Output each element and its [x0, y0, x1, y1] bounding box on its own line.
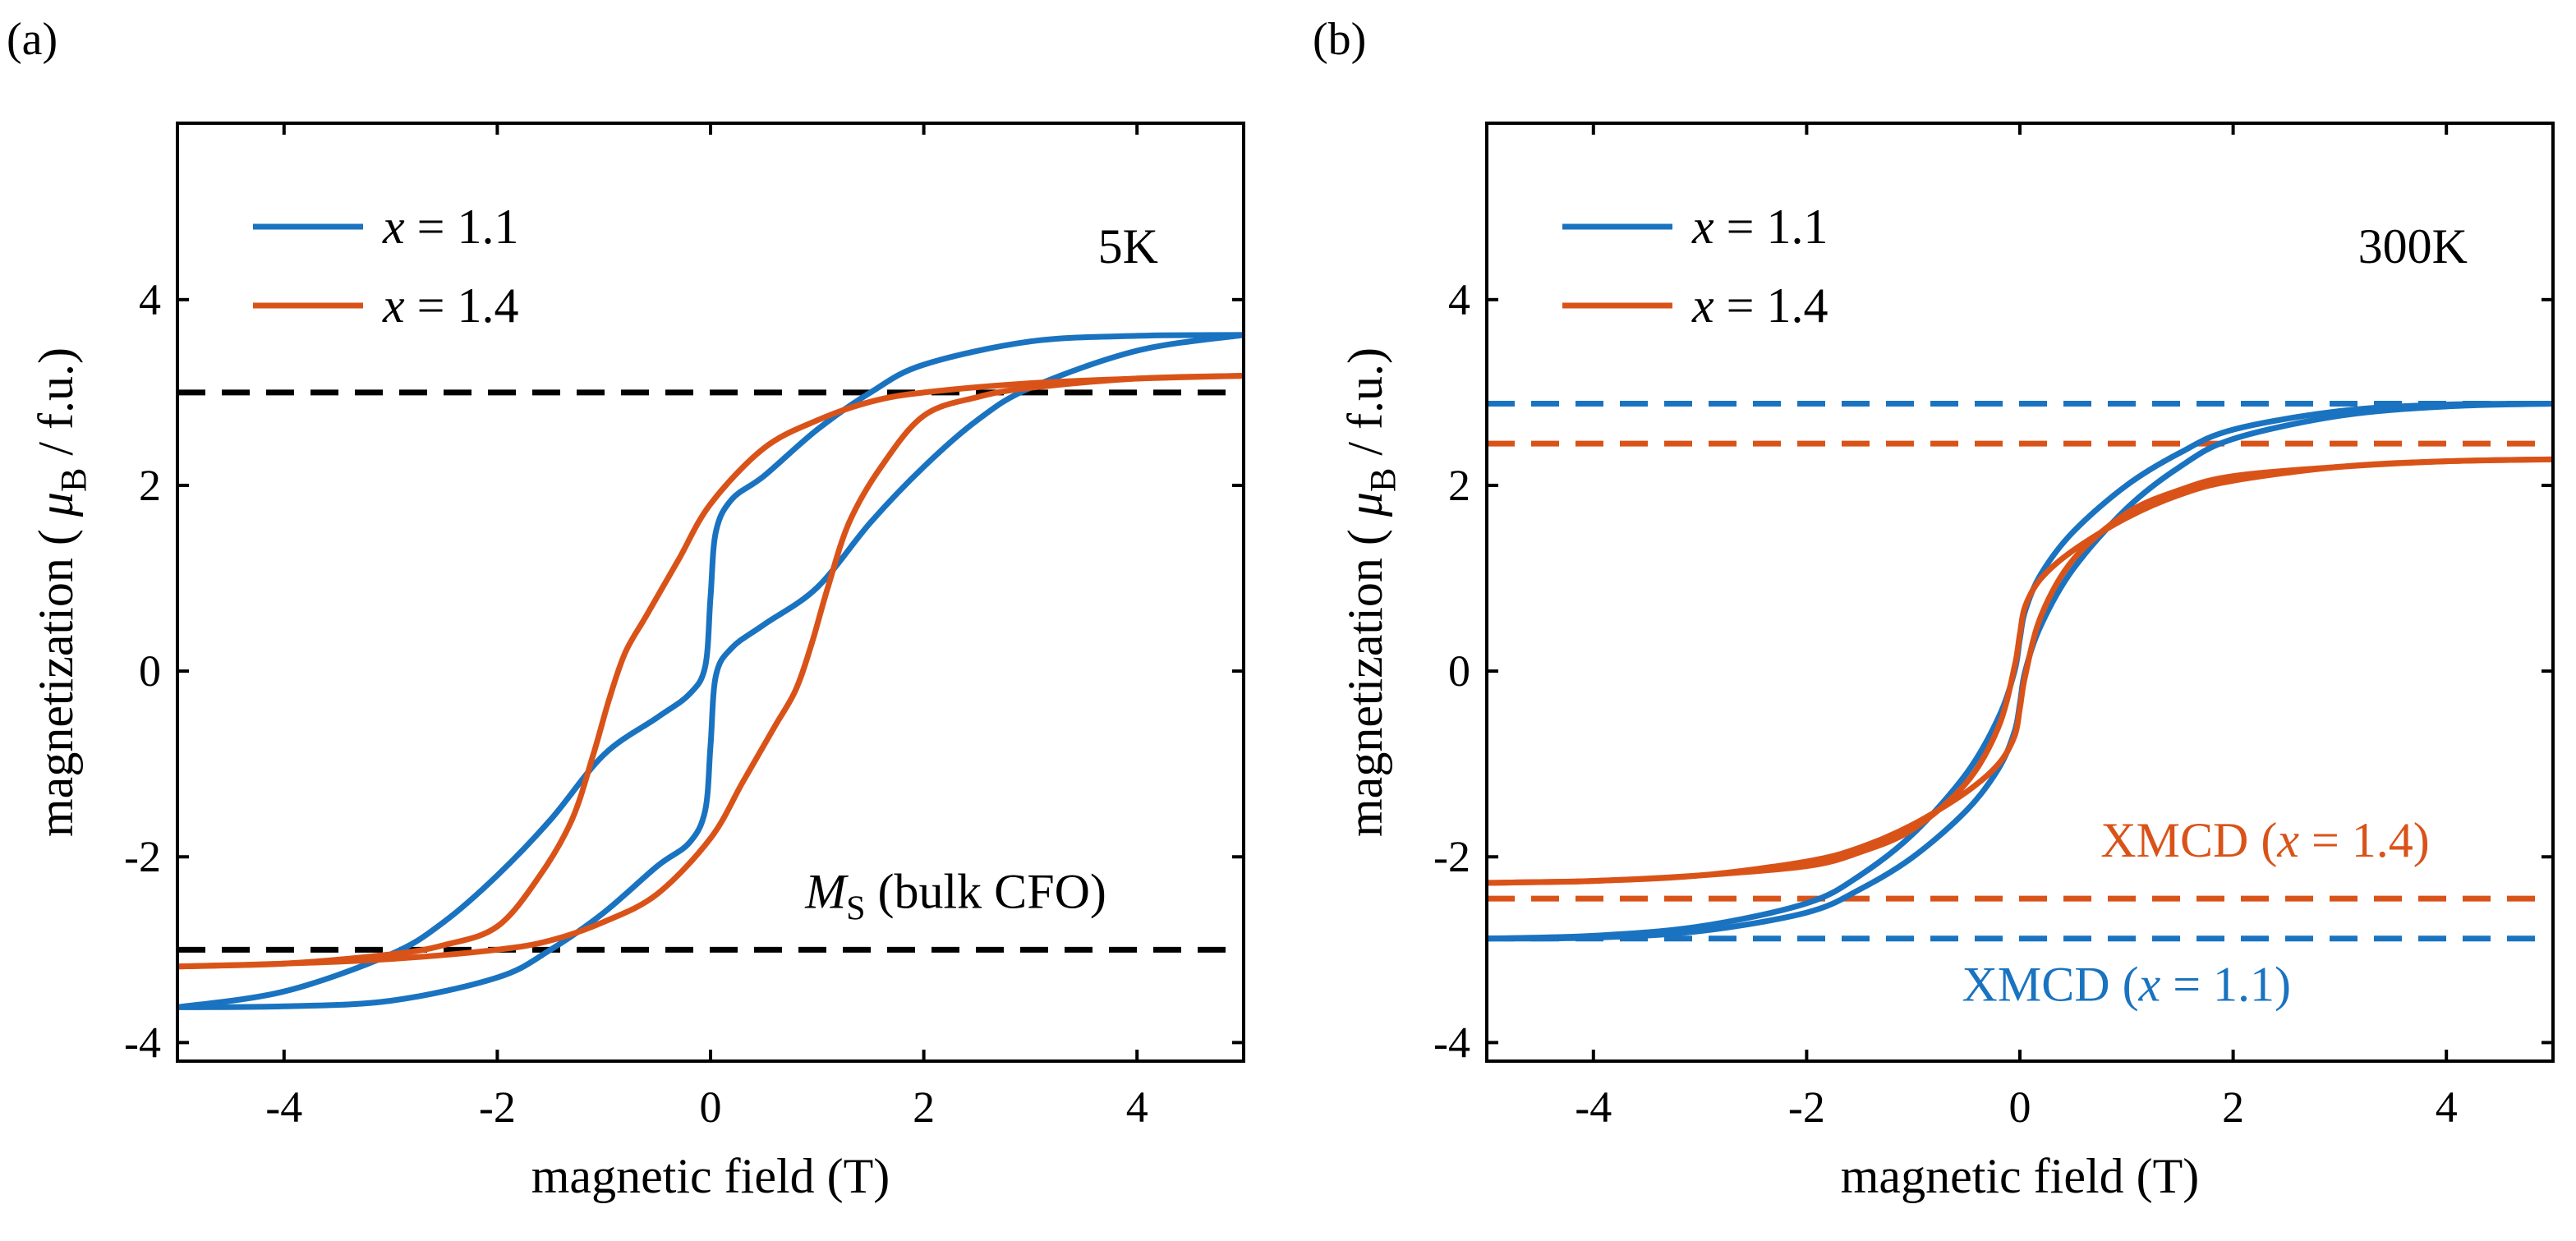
y-tick-label: 2: [139, 461, 161, 510]
x-tick-label: -4: [1575, 1082, 1612, 1132]
x-axis-label: magnetic field (T): [1841, 1149, 2199, 1203]
x-tick-label: 2: [2222, 1082, 2244, 1132]
series-line: [177, 332, 1244, 1010]
y-axis-label: magnetization ( μB / f.u.): [1338, 347, 1403, 837]
x-tick-label: -2: [479, 1082, 516, 1132]
xmcd-annotation: XMCD (x = 1.1): [1962, 958, 2291, 1012]
legend-label: x = 1.4: [382, 278, 518, 333]
x-axis-label: magnetic field (T): [531, 1149, 890, 1203]
x-tick-label: 0: [700, 1082, 722, 1132]
panel-b-label: (b): [1313, 14, 1366, 65]
x-tick-label: 4: [2436, 1082, 2458, 1132]
panel-b: -4 -2 0 2 4 -4 -2 0 2 4 magnetic field (T) magnetiz…: [1338, 122, 2555, 1203]
y-tick-label: -4: [1433, 1018, 1470, 1067]
y-tick-label: -2: [1433, 832, 1470, 881]
y-tick-label: 4: [1448, 275, 1470, 324]
y-tick-label: -4: [124, 1018, 161, 1067]
x-tick-label: 4: [1126, 1082, 1148, 1132]
temperature-label: 300K: [2358, 219, 2468, 273]
series-line: [177, 373, 1244, 970]
x-tick-label: -4: [265, 1082, 302, 1132]
legend-label: x = 1.4: [1691, 278, 1828, 333]
panel-a-label: (a): [7, 14, 58, 65]
y-tick-label: 4: [139, 275, 161, 324]
y-tick-label: 2: [1448, 461, 1470, 510]
panel-a: -4 -2 0 2 4 -4 -2 0 2 4 magnetic field (T) magnetiz…: [29, 122, 1245, 1203]
xmcd-annotation: XMCD (x = 1.4): [2100, 813, 2429, 867]
x-tick-label: -2: [1788, 1082, 1825, 1132]
y-tick-label: 0: [139, 646, 161, 696]
x-tick-label: 0: [2009, 1082, 2031, 1132]
legend-label: x = 1.1: [1691, 200, 1828, 254]
series-line: [177, 373, 1244, 970]
y-tick-label: -2: [124, 832, 161, 881]
series-line: [1487, 456, 2553, 886]
y-axis-label: magnetization ( μB / f.u.): [29, 347, 94, 837]
temperature-label: 5K: [1098, 219, 1158, 273]
series-line: [177, 332, 1244, 1010]
legend-label: x = 1.1: [382, 200, 518, 254]
y-tick-label: 0: [1448, 646, 1470, 696]
x-tick-label: 2: [913, 1082, 935, 1132]
ms-annotation: MS (bulk CFO): [804, 864, 1106, 927]
